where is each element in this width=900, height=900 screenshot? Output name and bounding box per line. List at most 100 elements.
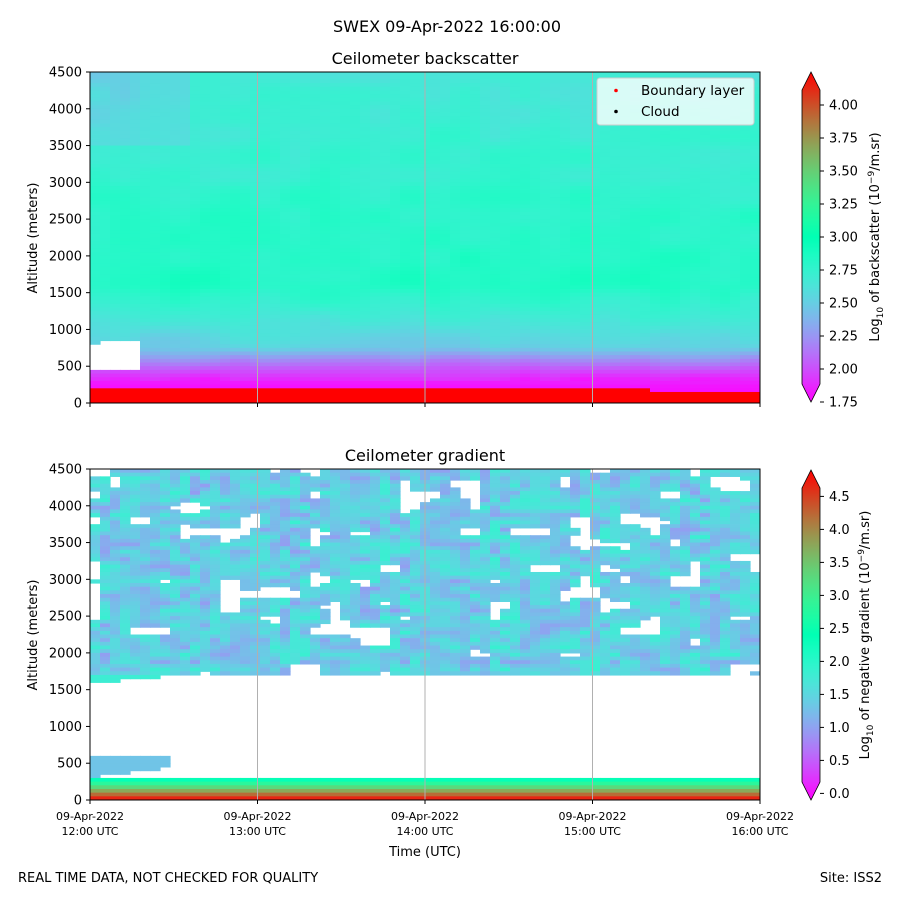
heatmap-cell	[180, 237, 191, 242]
heatmap-cell	[90, 94, 101, 99]
heatmap-cell	[280, 193, 291, 198]
heatmap-cell	[140, 83, 151, 88]
heatmap-cell	[360, 72, 371, 77]
heatmap-cell	[370, 263, 381, 268]
heatmap-cell	[110, 377, 121, 382]
heatmap-cell	[620, 263, 631, 268]
heatmap-cell	[300, 211, 311, 217]
heatmap-cell	[290, 248, 301, 253]
heatmap-cell	[90, 336, 101, 342]
heatmap-cell	[430, 222, 441, 228]
heatmap-cell	[350, 215, 361, 220]
heatmap-cell	[350, 204, 361, 209]
heatmap-cell	[380, 311, 391, 316]
heatmap-cell	[190, 248, 201, 253]
heatmap-cell	[540, 83, 551, 88]
heatmap-cell	[470, 358, 481, 364]
heatmap-cell	[340, 391, 351, 397]
heatmap-cell	[160, 193, 171, 198]
heatmap-cell	[320, 395, 331, 400]
heatmap-cell	[620, 340, 631, 345]
heatmap-cell	[180, 163, 191, 169]
heatmap-cell	[520, 266, 531, 272]
heatmap-cell	[570, 197, 581, 202]
heatmap-cell	[360, 193, 371, 198]
heatmap-cell	[500, 270, 511, 275]
heatmap-cell	[500, 222, 511, 228]
heatmap-cell	[170, 75, 181, 80]
heatmap-cell	[110, 149, 121, 154]
heatmap-cell	[220, 277, 231, 283]
heatmap-cell	[290, 219, 301, 224]
heatmap-cell	[320, 277, 331, 283]
heatmap-cell	[210, 285, 221, 290]
heatmap-cell	[110, 219, 121, 224]
heatmap-cell	[570, 307, 581, 312]
heatmap-cell	[220, 274, 231, 279]
heatmap-cell	[380, 347, 391, 353]
heatmap-cell	[550, 252, 561, 257]
heatmap-cell	[480, 252, 491, 257]
heatmap-cell	[570, 94, 581, 99]
heatmap-cell	[560, 329, 571, 334]
heatmap-cell	[270, 123, 281, 128]
heatmap-cell	[180, 266, 191, 272]
heatmap-cell	[240, 244, 251, 250]
heatmap-cell	[590, 329, 601, 334]
heatmap-cell	[440, 171, 451, 176]
heatmap-cell	[400, 174, 411, 180]
heatmap-cell	[550, 244, 561, 250]
heatmap-cell	[550, 362, 561, 367]
heatmap-cell	[170, 160, 181, 165]
heatmap-cell	[280, 112, 291, 117]
heatmap-cell	[310, 325, 321, 331]
heatmap-cell	[390, 167, 401, 172]
heatmap-cell	[320, 288, 331, 294]
heatmap-cell	[400, 230, 411, 235]
heatmap-cell	[190, 377, 201, 382]
heatmap-cell	[100, 83, 111, 88]
heatmap-cell	[130, 300, 141, 305]
heatmap-cell	[240, 355, 251, 360]
heatmap-cell	[90, 138, 101, 143]
heatmap-cell	[600, 171, 611, 176]
heatmap-cell	[500, 259, 511, 264]
heatmap-cell	[470, 380, 481, 386]
heatmap-cell	[550, 399, 561, 403]
heatmap-cell	[210, 160, 221, 165]
heatmap-cell	[620, 149, 631, 154]
heatmap-cell	[560, 174, 571, 180]
heatmap-cell	[220, 222, 231, 228]
heatmap-cell	[390, 152, 401, 158]
heatmap-cell	[230, 193, 241, 198]
heatmap-cell	[370, 270, 381, 275]
heatmap-cell	[140, 97, 151, 103]
heatmap-cell	[460, 178, 471, 183]
heatmap-cell	[400, 322, 411, 327]
heatmap-cell	[190, 130, 201, 136]
heatmap-cell	[170, 174, 181, 180]
heatmap-cell	[360, 384, 371, 389]
heatmap-cell	[560, 277, 571, 283]
heatmap-cell	[570, 388, 581, 393]
heatmap-cell	[550, 263, 561, 268]
heatmap-cell	[450, 333, 461, 338]
heatmap-cell	[200, 152, 211, 158]
heatmap-cell	[580, 318, 591, 323]
heatmap-cell	[520, 75, 531, 80]
heatmap-cell	[540, 152, 551, 158]
heatmap-cell	[500, 255, 511, 261]
heatmap-cell	[320, 237, 331, 242]
heatmap-cell	[430, 399, 441, 403]
heatmap-cell	[240, 303, 251, 308]
heatmap-cell	[320, 340, 331, 345]
heatmap-cell	[310, 391, 321, 397]
heatmap-cell	[250, 244, 261, 250]
heatmap-cell	[280, 90, 291, 95]
heatmap-cell	[610, 307, 621, 312]
heatmap-cell	[320, 233, 331, 239]
heatmap-cell	[480, 119, 491, 125]
heatmap-cell	[280, 244, 291, 250]
heatmap-cell	[560, 160, 571, 165]
heatmap-cell	[500, 171, 511, 176]
